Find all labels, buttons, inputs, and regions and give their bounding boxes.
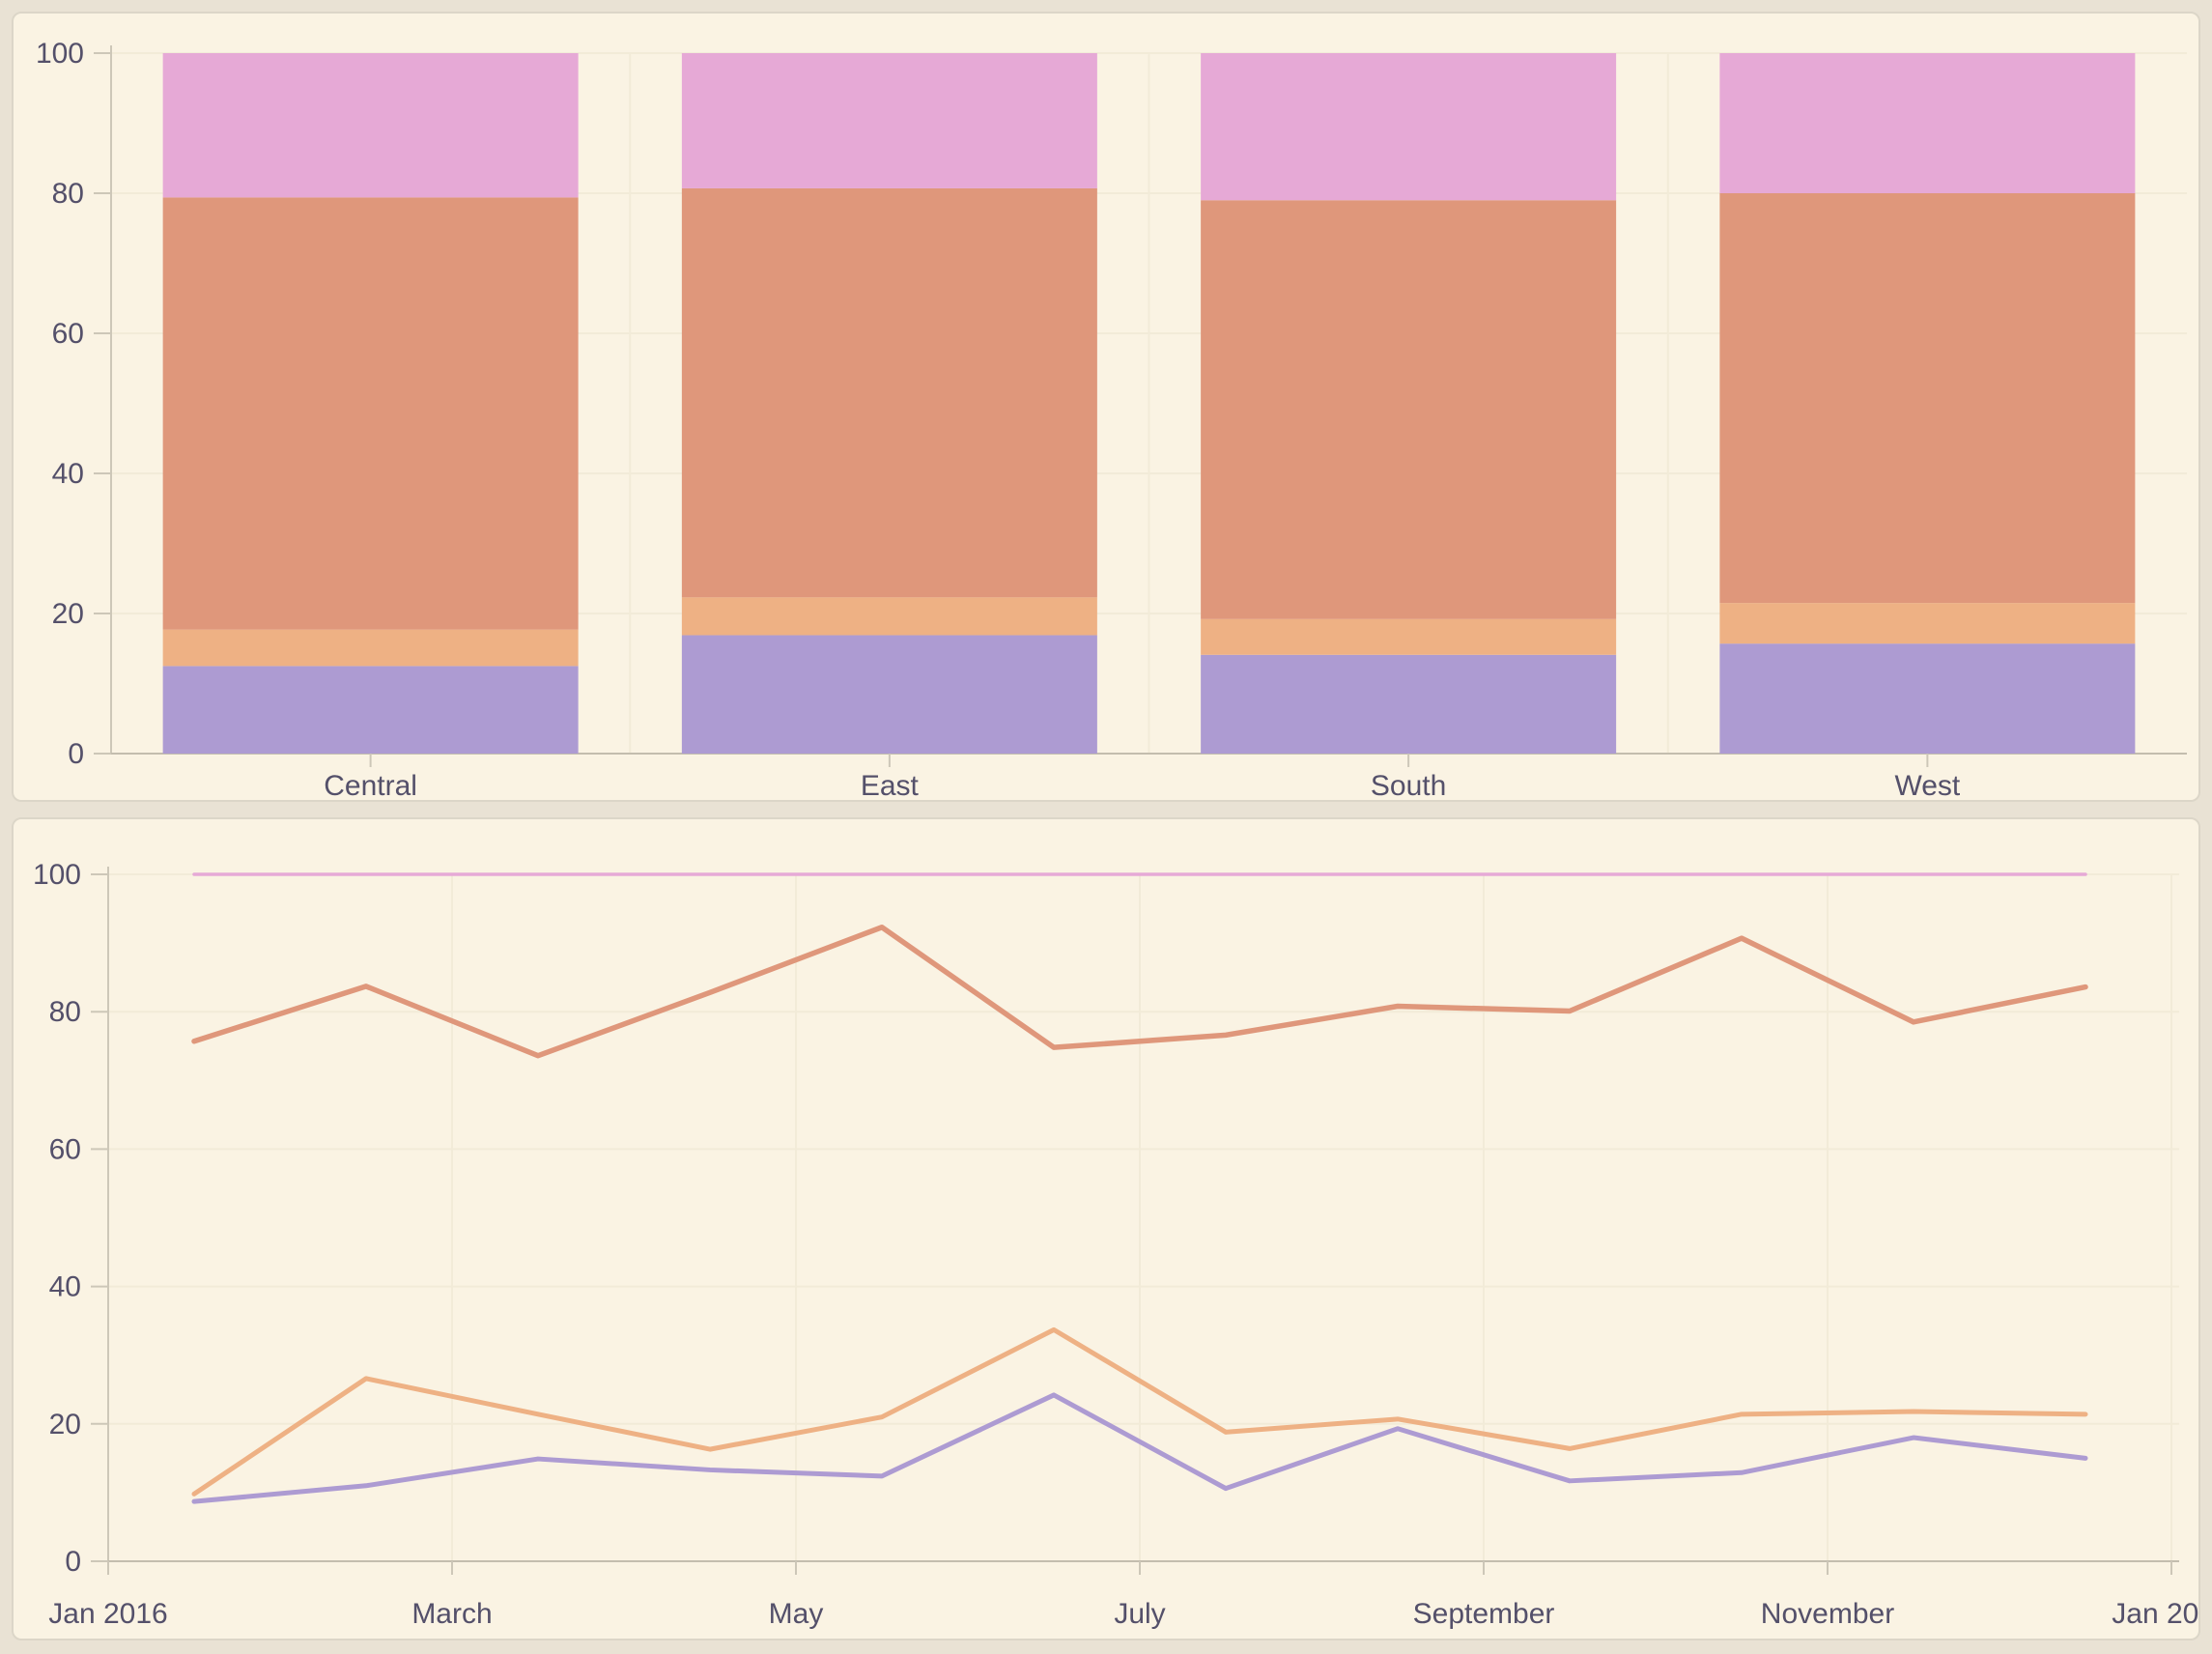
- x-tick-label: Jan 2016: [48, 1598, 167, 1630]
- category-label: Central: [324, 770, 417, 802]
- bar-segment-salmon[interactable]: [1201, 200, 1617, 619]
- y-tick-label: 60: [52, 318, 84, 350]
- x-tick-label: July: [1114, 1598, 1165, 1630]
- y-tick-label: 100: [36, 38, 84, 70]
- bar-segment-purple[interactable]: [681, 635, 1097, 754]
- y-tick-label: 0: [65, 1546, 81, 1578]
- x-tick-label: March: [411, 1598, 492, 1630]
- x-tick-label: November: [1761, 1598, 1894, 1630]
- bar-segment-light_orange[interactable]: [1719, 603, 2136, 644]
- bar-chart-panel: 0 20 40 60 80 100 Central East South West: [12, 12, 2200, 802]
- category-label: West: [1894, 770, 1960, 802]
- y-tick-label: 40: [49, 1271, 81, 1303]
- line-chart[interactable]: 0 20 40 60 80 100 Jan 2016 March May July Septembe…: [14, 819, 2200, 1640]
- bar-segment-salmon[interactable]: [1719, 193, 2136, 604]
- bar-segment-salmon[interactable]: [681, 187, 1097, 598]
- x-tick-label: May: [769, 1598, 824, 1630]
- purple-line[interactable]: [191, 1392, 2088, 1504]
- line-chart-panel: 0 20 40 60 80 100 Jan 2016 March May July Septembe…: [12, 817, 2200, 1640]
- y-tick-label: 60: [49, 1133, 81, 1165]
- y-tick-label: 0: [68, 738, 84, 770]
- bar-segment-pink[interactable]: [1201, 53, 1617, 201]
- light-orange-line[interactable]: [191, 1326, 2088, 1497]
- bar-segment-pink[interactable]: [681, 53, 1097, 188]
- x-tick-label: September: [1413, 1598, 1555, 1630]
- bar-segment-pink[interactable]: [1719, 53, 2136, 193]
- bar-segment-salmon[interactable]: [162, 197, 579, 630]
- y-tick-label: 80: [49, 996, 81, 1028]
- salmon-line[interactable]: [191, 924, 2088, 1059]
- category-label: South: [1371, 770, 1446, 802]
- y-tick-label: 80: [52, 178, 84, 210]
- y-tick-label: 100: [33, 859, 81, 891]
- category-label: East: [861, 770, 920, 802]
- bar-segment-light_orange[interactable]: [162, 629, 579, 667]
- bar-segment-light_orange[interactable]: [1201, 618, 1617, 655]
- bar-segment-light_orange[interactable]: [681, 597, 1097, 636]
- y-tick-label: 20: [52, 598, 84, 630]
- y-tick-label: 40: [52, 458, 84, 490]
- x-tick-label: Jan 2017: [2112, 1598, 2200, 1630]
- bar-segment-purple[interactable]: [1201, 654, 1617, 754]
- y-tick-label: 20: [49, 1409, 81, 1440]
- bar-segment-pink[interactable]: [162, 53, 579, 198]
- bar-segment-purple[interactable]: [1719, 643, 2136, 754]
- bar-segment-purple[interactable]: [162, 666, 579, 754]
- stacked-bar-chart[interactable]: 0 20 40 60 80 100 Central East South West: [14, 14, 2200, 802]
